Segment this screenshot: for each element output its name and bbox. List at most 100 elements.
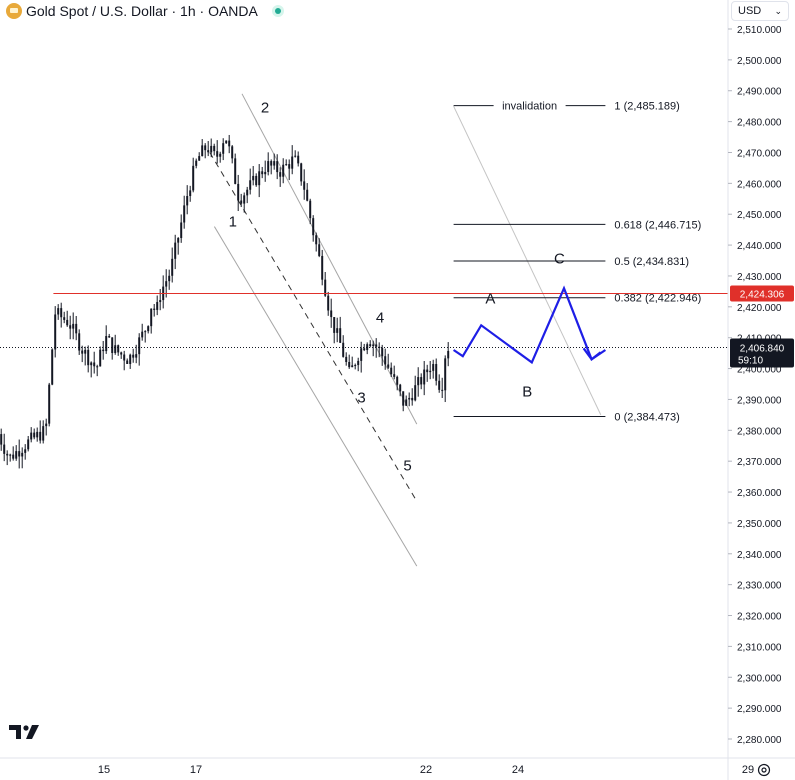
candle-body [141, 331, 144, 338]
candle-body [186, 196, 189, 206]
chevron-down-icon: ⌄ [774, 5, 782, 16]
candle-body [408, 397, 411, 400]
candle-body [345, 356, 348, 362]
candle-body [24, 449, 27, 453]
gear-icon[interactable] [756, 762, 772, 778]
price-tick-label: 2,320.000 [737, 612, 782, 623]
projected-wave-line [452, 285, 607, 365]
candle-body [228, 140, 231, 147]
tradingview-logo-icon[interactable] [8, 722, 40, 742]
candle-body [0, 434, 3, 445]
candle-body [126, 360, 129, 364]
price-tick-label: 2,410.000 [737, 334, 782, 345]
candle-body [339, 328, 342, 343]
candle-body [402, 391, 405, 406]
candle-body [75, 323, 78, 334]
candle-body [411, 397, 414, 401]
wave-label-5: 5 [403, 457, 411, 474]
candle-body [45, 423, 48, 427]
candle-body [51, 349, 54, 385]
candle-body [6, 453, 9, 456]
invalidation-label: invalidation [502, 101, 557, 113]
time-axis[interactable]: 1517222429Aug [0, 757, 795, 776]
candle-body [159, 300, 162, 303]
price-tick-label: 2,440.000 [737, 241, 782, 252]
wave-label-C: C [554, 251, 565, 268]
candle-body [390, 367, 393, 375]
candle-body [156, 302, 159, 310]
candle-body [279, 172, 282, 177]
candle-body [165, 281, 168, 287]
time-tick-label: 22 [420, 764, 432, 776]
candle-body [369, 344, 372, 347]
candle-body [375, 344, 378, 347]
candle-body [285, 164, 288, 166]
time-tick-label: 17 [190, 764, 202, 776]
candle-body [276, 161, 279, 173]
price-tick-label: 2,500.000 [737, 56, 782, 67]
candle-body [429, 370, 432, 373]
candle-body [405, 399, 408, 406]
symbol-title[interactable]: Gold Spot / U.S. Dollar · 1h · OANDA [26, 3, 258, 19]
wave-label-1: 1 [229, 214, 237, 231]
price-tick-label: 2,480.000 [737, 118, 782, 129]
price-tick-label: 2,330.000 [737, 581, 782, 592]
candle-body [246, 189, 249, 196]
candle-body [153, 308, 156, 310]
candle-body [357, 360, 360, 366]
candle-body [309, 200, 312, 219]
price-tick-label: 2,300.000 [737, 673, 782, 684]
candle-body [174, 242, 177, 259]
candle-body [417, 377, 420, 386]
candle-body [414, 385, 417, 401]
candle-body [393, 374, 396, 377]
candle-body [150, 308, 153, 327]
candle-body [318, 244, 321, 256]
fib-level-label: 0.382 (2,422.946) [614, 293, 701, 305]
candle-body [387, 364, 390, 368]
candle-body [315, 235, 318, 245]
candle-body [372, 344, 375, 347]
price-tick-label: 2,280.000 [737, 735, 782, 746]
bar-countdown-label: 59:10 [738, 355, 763, 366]
candle-body [105, 336, 108, 352]
time-tick-label: 29 [742, 764, 754, 776]
candle-body [273, 161, 276, 166]
candle-body [78, 333, 81, 351]
candle-body [189, 190, 192, 197]
candle-body [117, 345, 120, 353]
candle-body [324, 279, 327, 296]
fib-level-label: 0.618 (2,446.715) [614, 219, 701, 231]
candle-body [3, 444, 6, 454]
candle-body [306, 189, 309, 201]
candle-body [9, 454, 12, 456]
price-tick-label: 2,340.000 [737, 550, 782, 561]
candle-body [195, 160, 198, 166]
candle-body [213, 145, 216, 152]
candle-body [123, 354, 126, 361]
candle-body [255, 175, 258, 186]
candle-body [366, 344, 369, 351]
last-price-tag [730, 338, 794, 368]
candle-body [66, 319, 69, 326]
candle-body [312, 218, 315, 236]
resistance-price-tag [730, 285, 794, 302]
candle-body [138, 337, 141, 355]
fibonacci-levels: invalidation 1 (2,485.189) 0.618 (2,446.71… [453, 101, 701, 423]
candle-body [114, 345, 117, 354]
candle-body [60, 308, 63, 318]
candle-body [36, 431, 39, 438]
candle-body [57, 308, 60, 315]
candle-body [69, 325, 72, 329]
currency-selector[interactable]: USD ⌄ [731, 1, 789, 21]
candle-body [399, 384, 402, 392]
candle-body [351, 365, 354, 368]
candle-body [384, 356, 387, 365]
candle-body [18, 451, 21, 457]
candle-body [135, 354, 138, 358]
price-tick-label: 2,400.000 [737, 365, 782, 376]
price-tick-label: 2,430.000 [737, 272, 782, 283]
price-axis[interactable]: 2,510.000 2,500.000 2,490.000 2,480.000 2,47… [727, 0, 782, 780]
